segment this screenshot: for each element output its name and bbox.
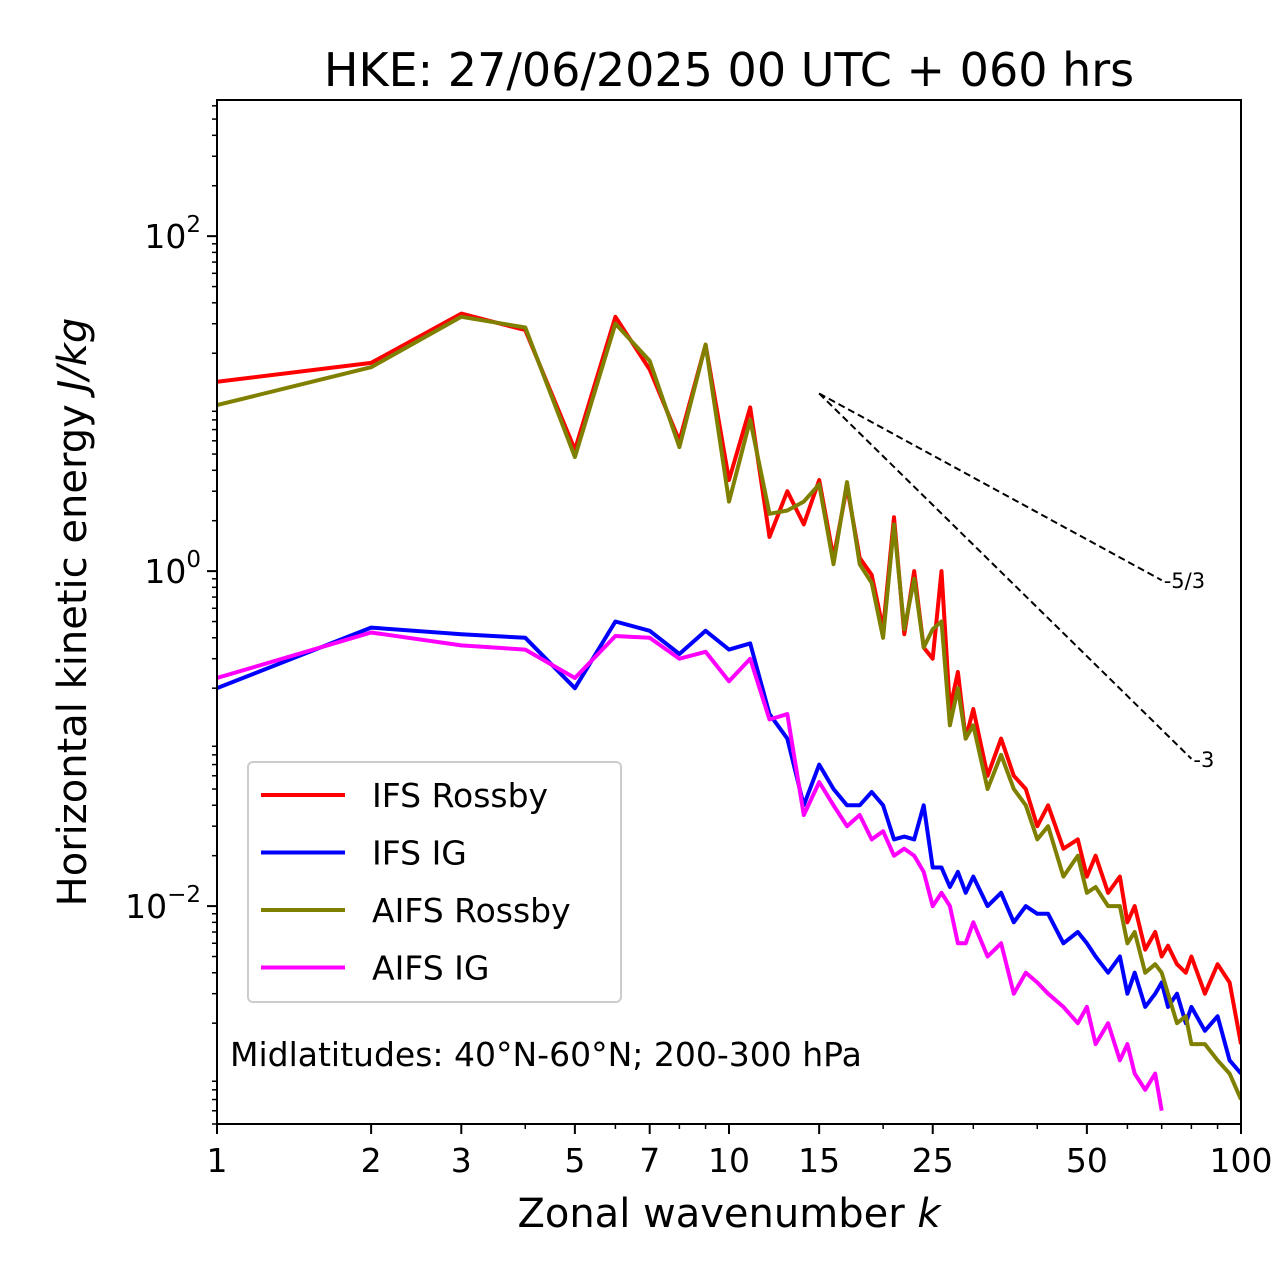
x-axis-label-var: k — [917, 1191, 942, 1237]
legend-box — [247, 761, 622, 1003]
x-tick-label: 5 — [564, 1141, 585, 1180]
series-line-ifs-ig — [217, 619, 1241, 1075]
x-tick-label: 25 — [912, 1141, 954, 1180]
y-axis-label-text: Horizontal kinetic energy — [50, 404, 96, 906]
legend-label: AIFS IG — [372, 949, 489, 988]
x-tick-label: 50 — [1066, 1141, 1108, 1180]
reference-line — [818, 392, 1193, 760]
y-tick-label: 100 — [144, 547, 201, 591]
y-tick-base: 10 — [144, 217, 186, 256]
reference-line-label: -3 — [1193, 748, 1214, 772]
legend-label: IFS Rossby — [372, 776, 548, 815]
series-lines — [217, 311, 1241, 1112]
reference-slope-labels: -5/3 -3 — [1164, 569, 1215, 772]
y-tick-exponent: 0 — [186, 547, 201, 573]
y-tick-exponent: 2 — [186, 212, 201, 238]
x-tick-label: 7 — [639, 1141, 660, 1180]
y-tick-exponent: −2 — [167, 882, 201, 908]
legend-label: AIFS Rossby — [372, 891, 571, 930]
series-line-aifs-ig — [217, 630, 1164, 1112]
legend: IFS Rossby IFS IG AIFS Rossby AIFS IG — [247, 761, 622, 1003]
series-line-ifs-rossby — [217, 311, 1241, 1045]
x-tick-label: 3 — [451, 1141, 472, 1180]
y-tick-base: 10 — [144, 552, 186, 591]
legend-items: IFS Rossby IFS IG AIFS Rossby AIFS IG — [261, 776, 571, 988]
reference-line — [818, 392, 1163, 582]
x-axis-label-text: Zonal wavenumber — [517, 1191, 905, 1237]
region-annotation: Midlatitudes: 40°N-60°N; 200-300 hPa — [230, 1035, 862, 1074]
x-axis-label: Zonal wavenumber k — [517, 1191, 942, 1237]
x-tick-label: 2 — [361, 1141, 382, 1180]
y-tick-label: 102 — [144, 212, 201, 256]
y-axis-label: Horizontal kinetic energy J/kg — [50, 318, 96, 907]
x-tick-label: 10 — [708, 1141, 750, 1180]
plot-frame — [216, 99, 1242, 1125]
y-tick-label: 10−2 — [125, 882, 201, 926]
x-tick-label: 1 — [207, 1141, 228, 1180]
legend-label: IFS IG — [372, 834, 467, 873]
x-axis-ticks: 1 2 3 5 7 10 15 25 50 100 — [207, 1124, 1273, 1180]
y-axis-label-unit: J/kg — [50, 318, 96, 399]
reference-slope-lines — [818, 392, 1193, 760]
x-tick-label: 100 — [1210, 1141, 1273, 1180]
series-line-aifs-rossby — [217, 314, 1241, 1101]
x-tick-label: 15 — [798, 1141, 840, 1180]
chart-title: HKE: 27/06/2025 00 UTC + 060 hrs — [324, 43, 1134, 97]
y-tick-base: 10 — [125, 887, 167, 926]
reference-line-label: -5/3 — [1164, 569, 1205, 593]
